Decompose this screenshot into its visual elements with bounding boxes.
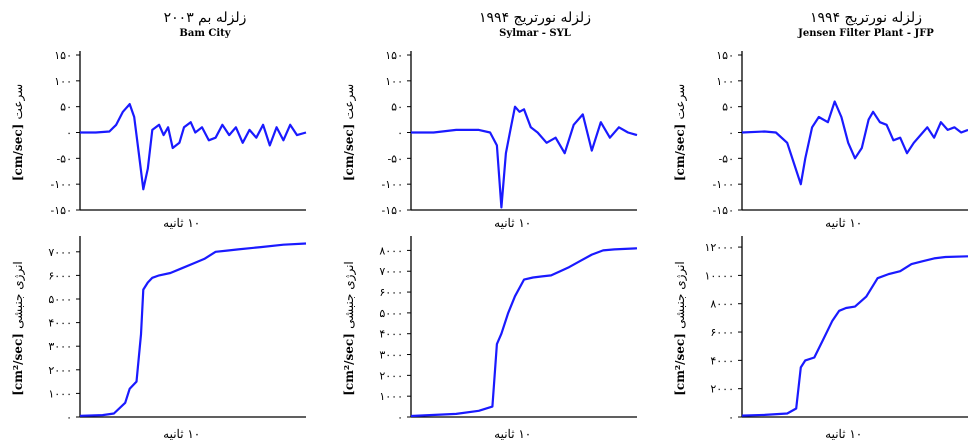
y-axis-label: [cm/sec] سرعت	[11, 84, 25, 181]
y-axis-quantity: سرعت	[11, 84, 25, 120]
y-tick-label: ۰	[728, 411, 734, 424]
y-axis-unit: [cm/sec]	[11, 120, 25, 182]
y-tick-label: ۲۰۰۰	[710, 383, 734, 396]
y-axis-unit: [cm²/sec]	[673, 329, 687, 396]
y-axis-unit: [cm²/sec]	[11, 329, 25, 396]
y-tick-label: ۱۰۰	[54, 75, 72, 88]
y-tick-label: -۱۰۰	[51, 178, 72, 191]
series-line	[741, 100, 968, 186]
y-tick-label: -۵۰	[387, 152, 403, 165]
y-tick-label: ۱۰۰۰	[48, 387, 72, 400]
x-axis-label: ۱۰ ثانیه	[494, 427, 531, 441]
x-axis-label: ۱۰ ثانیه	[825, 427, 862, 441]
y-axis-quantity: انرژی جنبشی	[11, 261, 25, 329]
x-axis-label: ۱۰ ثانیه	[825, 216, 862, 230]
y-tick-label: ۱۲۰۰۰	[704, 241, 734, 254]
y-tick-label: ۵۰۰۰	[48, 293, 72, 306]
x-axis-label: ۱۰ ثانیه	[163, 216, 200, 230]
y-tick-label: -۱۰۰	[382, 178, 403, 191]
y-tick-label: -۱۵۰	[713, 204, 734, 217]
y-tick-label: -۱۵۰	[51, 204, 72, 217]
y-axis-quantity: انرژی جنبشی	[342, 261, 356, 329]
y-tick-label: ۲۰۰۰	[48, 364, 72, 377]
series-line	[410, 247, 638, 418]
y-tick-label: ۶۰۰۰	[48, 269, 72, 282]
y-axis-unit: [cm/sec]	[673, 120, 687, 182]
panel-title-en: Bam City	[179, 28, 231, 39]
y-tick-label: ۰	[66, 411, 72, 424]
y-axis-label: [cm²/sec] انرژی جنبشی	[342, 261, 356, 396]
y-axis-quantity: انرژی جنبشی	[673, 261, 687, 329]
y-tick-label: ۱۰۰۰۰	[704, 269, 734, 282]
x-axis-label: ۱۰ ثانیه	[494, 216, 531, 230]
y-tick-label: ۱۵۰	[716, 49, 734, 62]
y-axis-label: [cm/sec] سرعت	[673, 84, 687, 181]
y-axis-quantity: سرعت	[342, 84, 356, 120]
series-line	[741, 255, 968, 417]
y-tick-label: ۳۰۰۰	[48, 340, 72, 353]
y-axis-quantity: سرعت	[673, 84, 687, 120]
y-tick-label: ۸۰۰۰	[379, 244, 403, 257]
y-tick-label: ۴۰۰۰	[48, 317, 72, 330]
y-tick-label: ۶۰۰۰	[379, 286, 403, 299]
y-axis-label: [cm²/sec] انرژی جنبشی	[11, 261, 25, 396]
y-tick-label: ۳۰۰۰	[379, 349, 403, 362]
y-tick-label: -۱۵۰	[382, 204, 403, 217]
x-axis-label: ۱۰ ثانیه	[163, 427, 200, 441]
y-tick-label: ۵۰۰۰	[379, 307, 403, 320]
y-axis-unit: [cm/sec]	[342, 120, 356, 182]
y-tick-label: -۵۰	[56, 152, 72, 165]
y-tick-label: ۶۰۰۰	[710, 326, 734, 339]
panel-title: زلزله نورتریج ۱۹۹۴ Sylmar - SYL	[425, 10, 645, 40]
panel-title-en: Jensen Filter Plant - JFP	[798, 28, 934, 39]
panel-title-fa: زلزله نورتریج ۱۹۹۴	[479, 10, 591, 26]
y-tick-label: ۰	[397, 127, 403, 140]
y-axis-label: [cm²/sec] انرژی جنبشی	[673, 261, 687, 396]
y-tick-label: ۰	[728, 127, 734, 140]
series-line	[80, 103, 307, 191]
y-axis-label: [cm/sec] سرعت	[342, 84, 356, 181]
y-tick-label: ۴۰۰۰	[379, 328, 403, 341]
series-line	[79, 242, 307, 417]
y-tick-label: ۷۰۰۰	[379, 265, 403, 278]
y-tick-label: -۵۰	[718, 152, 734, 165]
panel-title: زلزله نورتریج ۱۹۹۴ Jensen Filter Plant - …	[766, 10, 966, 40]
y-tick-label: ۵۰	[722, 101, 734, 114]
y-tick-label: ۱۰۰۰	[379, 390, 403, 403]
y-tick-label: ۱۰۰	[716, 75, 734, 88]
series-line	[411, 105, 638, 209]
y-tick-label: ۰	[66, 127, 72, 140]
y-tick-label: ۵۰	[391, 101, 403, 114]
y-tick-label: ۴۰۰۰	[710, 354, 734, 367]
y-tick-label: ۲۰۰۰	[379, 369, 403, 382]
y-tick-label: ۵۰	[60, 101, 72, 114]
panel-title: زلزله بم ۲۰۰۳ Bam City	[95, 10, 315, 40]
y-tick-label: ۰	[397, 411, 403, 424]
y-tick-label: -۱۰۰	[713, 178, 734, 191]
y-tick-label: ۱۰۰	[385, 75, 403, 88]
y-tick-label: ۱۵۰	[54, 49, 72, 62]
panel-title-fa: زلزله نورتریج ۱۹۹۴	[810, 10, 922, 26]
panel-title-fa: زلزله بم ۲۰۰۳	[163, 10, 247, 26]
y-tick-label: ۸۰۰۰	[710, 298, 734, 311]
y-axis-unit: [cm²/sec]	[342, 329, 356, 396]
panel-title-en: Sylmar - SYL	[499, 28, 571, 39]
y-tick-label: ۱۵۰	[385, 49, 403, 62]
y-tick-label: ۷۰۰۰	[48, 246, 72, 259]
